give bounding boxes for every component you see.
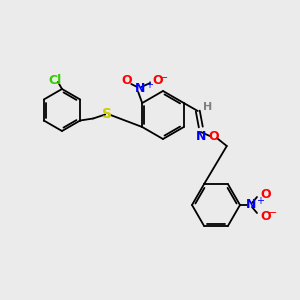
Text: +: + — [145, 80, 153, 90]
Text: N: N — [196, 130, 206, 143]
Text: −: − — [159, 73, 169, 83]
Text: −: − — [268, 208, 278, 218]
Text: Cl: Cl — [48, 74, 62, 86]
Text: S: S — [102, 106, 112, 121]
Text: H: H — [203, 102, 212, 112]
Text: O: O — [260, 188, 271, 200]
Text: O: O — [152, 74, 163, 88]
Text: O: O — [121, 74, 131, 88]
Text: O: O — [208, 130, 219, 143]
Text: N: N — [135, 82, 146, 94]
Text: +: + — [256, 196, 264, 206]
Text: O: O — [260, 209, 271, 223]
Text: N: N — [246, 197, 256, 211]
